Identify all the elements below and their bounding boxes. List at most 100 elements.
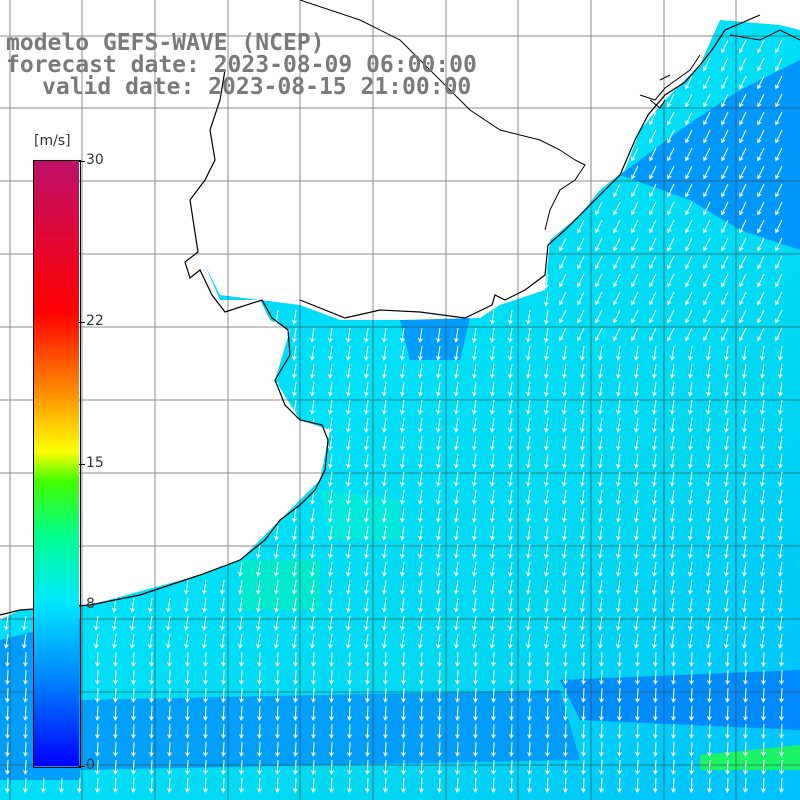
wind-arrow [617,687,622,704]
wind-arrow [364,381,369,397]
wind-arrow [94,615,99,631]
wind-arrow [490,381,495,397]
wind-arrow [562,435,567,451]
wind-arrow [779,705,784,722]
wind-arrow [725,651,730,668]
wind-arrow [559,237,567,252]
wind-arrow [721,147,729,162]
wind-arrow [667,93,675,108]
wind-arrow [256,633,261,649]
wind-arrow [562,633,567,649]
wind-arrow [580,471,585,487]
wind-arrow [706,525,711,541]
wind-arrow [670,435,675,451]
wind-arrow [667,165,675,180]
wind-arrow [437,759,442,776]
wind-arrow [562,471,567,487]
wind-arrow [562,597,567,613]
wind-arrow [310,525,315,541]
wind-arrow [203,777,208,794]
wind-arrow [490,417,495,433]
wind-arrow [292,561,297,577]
wind-arrow [275,777,280,794]
wind-arrow [472,579,477,595]
wind-arrow [544,633,549,649]
wind-arrow [707,687,712,704]
wind-arrow [649,237,657,252]
wind-arrow [257,723,262,740]
wind-arrow [703,309,711,324]
wind-arrow [688,579,693,595]
wind-arrow [617,723,622,740]
wind-arrow [685,183,693,198]
wind-arrow [653,651,658,668]
wind-arrow [400,633,405,649]
wind-arrow [437,705,442,722]
wind-arrow [473,759,478,776]
wind-arrow [220,615,225,631]
wind-arrow [382,597,387,613]
wind-arrow [526,489,531,505]
wind-arrow [418,417,423,433]
wind-arrow [365,759,370,776]
wind-arrow [721,327,729,342]
wind-arrow [545,723,550,740]
wind-arrow [724,561,729,577]
wind-arrow [382,381,387,397]
wind-arrow [311,687,316,704]
wind-arrow [667,255,675,270]
wind-arrow [455,669,460,686]
wind-arrow [275,705,280,722]
wind-arrow [131,651,136,668]
wind-arrow [508,507,513,523]
wind-arrow [544,615,549,631]
wind-arrow [419,723,424,740]
wind-arrow [670,345,675,361]
wind-arrow [631,291,639,306]
wind-arrow [436,399,441,415]
wind-arrow [113,759,118,776]
wind-arrow [703,57,711,72]
wind-arrow [400,489,405,505]
wind-arrow [382,471,387,487]
wind-arrow [775,93,783,108]
wind-arrow [742,381,747,397]
wind-arrow [779,777,784,794]
wind-arrow [455,777,460,794]
wind-arrow [454,489,459,505]
wind-arrow [634,471,639,487]
wind-arrow [364,417,369,433]
wind-arrow [490,633,495,649]
wind-arrow [580,525,585,541]
title-valid-date: valid date: 2023-08-15 21:00:00 [42,74,472,100]
wind-arrow [113,777,118,794]
wind-arrow [580,543,585,559]
wind-arrow [292,381,297,397]
wind-arrow [95,669,100,686]
wind-arrow [491,741,496,758]
wind-arrow [544,597,549,613]
wind-arrow [581,723,586,740]
wind-arrow [364,543,369,559]
wind-arrow [221,741,226,758]
wind-arrow [724,471,729,487]
wind-arrow [23,759,28,776]
wind-arrow [293,669,298,686]
wind-arrow [310,327,315,343]
wind-arrow [739,309,747,324]
wind-arrow [616,471,621,487]
wind-arrow [616,633,621,649]
wind-arrow [599,723,604,740]
wind-arrow [166,597,171,613]
wind-arrow [436,633,441,649]
wind-arrow [113,723,118,740]
colorbar-tick-label: 15 [86,454,104,471]
wind-arrow [257,669,262,686]
wind-arrow [703,111,711,126]
wind-arrow [400,507,405,523]
wind-arrow [757,237,765,252]
wind-arrow [328,453,333,469]
wind-arrow [364,561,369,577]
wind-arrow [598,345,603,361]
wind-arrow [419,741,424,758]
